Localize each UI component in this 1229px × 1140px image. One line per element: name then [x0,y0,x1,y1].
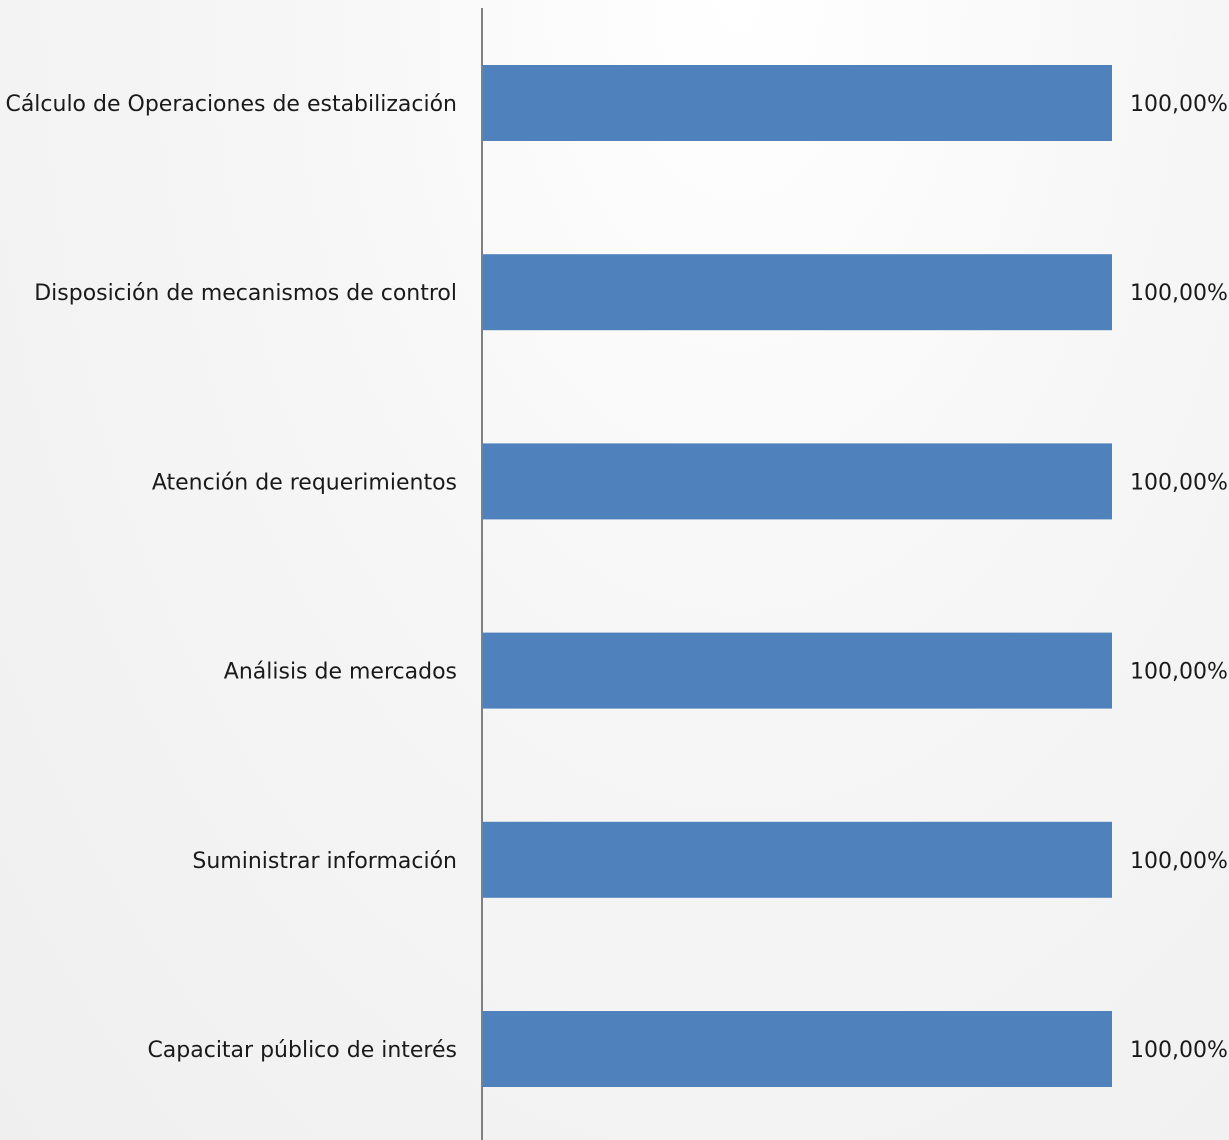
bar [483,1011,1112,1087]
data-label: 100,00% [1130,281,1228,306]
data-label: 100,00% [1130,92,1228,117]
data-label: 100,00% [1130,849,1228,874]
bar [483,821,1112,898]
bar [483,632,1112,709]
category-label: Atención de requerimientos [152,470,457,495]
data-label: 100,00% [1130,470,1228,495]
bar [483,254,1112,331]
bar [483,65,1112,141]
data-label: 100,00% [1130,1038,1228,1063]
category-label: Capacitar público de interés [147,1038,457,1063]
category-label: Disposición de mecanismos de control [34,281,457,306]
category-label: Suministrar información [192,849,457,874]
category-label: Cálculo de Operaciones de estabilización [5,92,457,117]
category-label: Análisis de mercados [224,660,457,685]
data-label: 100,00% [1130,660,1228,685]
bar [483,443,1112,520]
